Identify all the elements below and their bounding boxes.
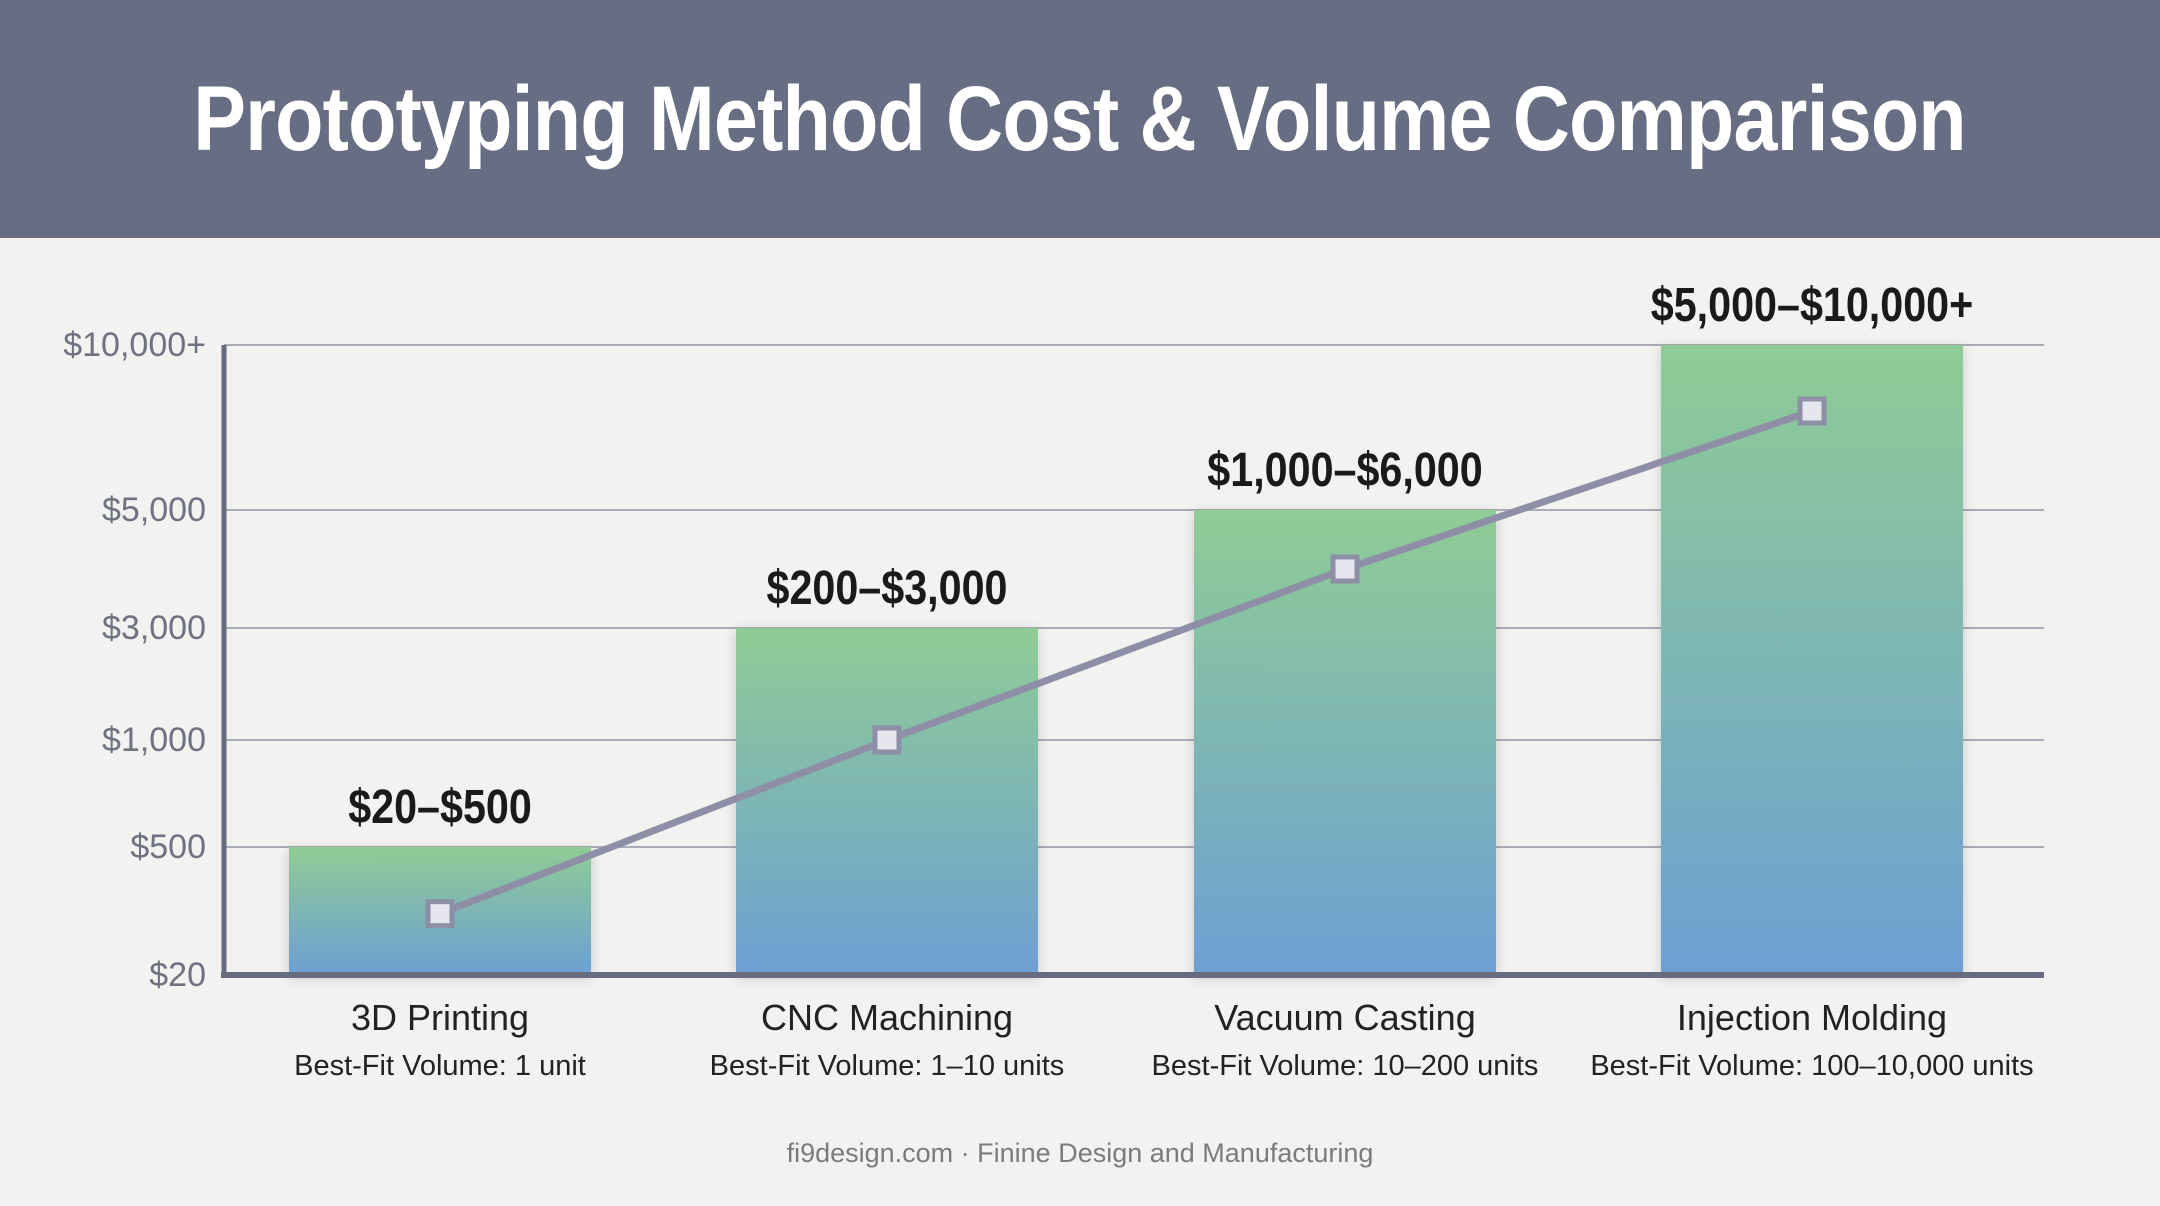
x-category-subtitle: Best-Fit Volume: 100–10,000 units bbox=[1590, 1050, 2033, 1082]
trend-marker bbox=[1330, 554, 1360, 584]
y-tick-label: $10,000+ bbox=[63, 326, 206, 364]
x-category-label: CNC Machining bbox=[761, 997, 1013, 1038]
bar bbox=[736, 628, 1038, 975]
bar bbox=[1194, 510, 1496, 975]
y-tick-label: $500 bbox=[130, 828, 206, 866]
x-category-label: 3D Printing bbox=[351, 997, 529, 1038]
x-category-label: Injection Molding bbox=[1677, 997, 1947, 1038]
bar-value-label: $1,000–$6,000 bbox=[1207, 443, 1482, 497]
chart-title: Prototyping Method Cost & Volume Compari… bbox=[193, 67, 1967, 170]
bar-value-label: $5,000–$10,000+ bbox=[1651, 278, 1973, 332]
x-category-label: Vacuum Casting bbox=[1214, 997, 1475, 1038]
bar-value-label: $200–$3,000 bbox=[767, 561, 1008, 615]
bar-value-label: $20–$500 bbox=[348, 780, 532, 834]
y-tick-label: $3,000 bbox=[102, 609, 206, 647]
x-category-subtitle: Best-Fit Volume: 1–10 units bbox=[710, 1050, 1065, 1082]
bar bbox=[1661, 345, 1963, 975]
y-tick-label: $20 bbox=[149, 956, 206, 994]
footer-credit: fi9design.com · Finine Design and Manufa… bbox=[786, 1138, 1374, 1168]
trend-line bbox=[438, 407, 1814, 917]
trend-marker bbox=[872, 725, 902, 755]
y-tick-label: $5,000 bbox=[102, 491, 206, 529]
trend-marker bbox=[1797, 396, 1827, 426]
chart: $20 $500 $1,000 $3,000 $5,000 $10,000+ $20–$50… bbox=[63, 278, 2044, 1082]
x-category-subtitle: Best-Fit Volume: 10–200 units bbox=[1152, 1050, 1539, 1082]
x-category-subtitle: Best-Fit Volume: 1 unit bbox=[294, 1050, 586, 1082]
y-tick-label: $1,000 bbox=[102, 721, 206, 759]
header-banner: Prototyping Method Cost & Volume Compari… bbox=[0, 0, 2160, 238]
trend-marker bbox=[425, 899, 455, 929]
